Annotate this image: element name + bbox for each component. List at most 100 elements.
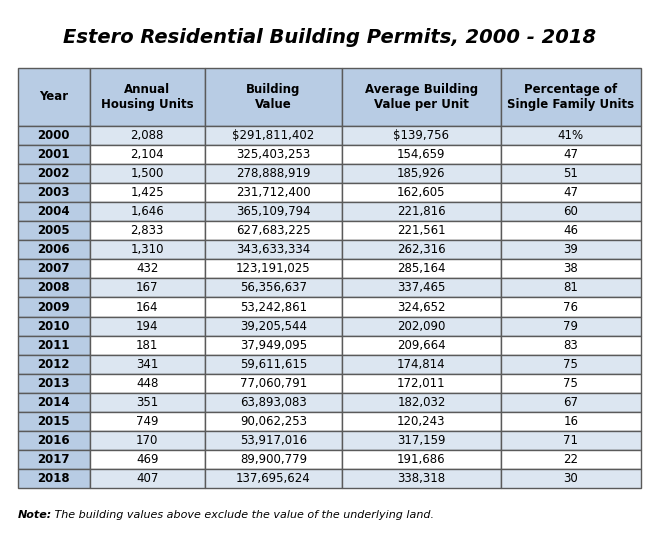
Bar	[342, 240, 501, 259]
Bar	[342, 126, 501, 145]
Bar	[205, 164, 342, 183]
Bar	[90, 393, 205, 412]
Text: 2000: 2000	[38, 129, 70, 142]
Bar	[205, 279, 342, 298]
Text: The building values above exclude the value of the underlying land.: The building values above exclude the va…	[51, 510, 434, 520]
Text: 2002: 2002	[38, 167, 70, 180]
Bar	[501, 202, 641, 221]
Text: 448: 448	[136, 377, 158, 390]
Text: 137,695,624: 137,695,624	[236, 472, 311, 485]
Text: 317,159: 317,159	[397, 434, 445, 447]
Bar	[90, 259, 205, 279]
Text: 2,833: 2,833	[130, 224, 164, 237]
Bar	[90, 202, 205, 221]
Bar	[18, 355, 90, 374]
Text: 2008: 2008	[38, 281, 70, 294]
Bar	[18, 202, 90, 221]
Bar	[501, 450, 641, 469]
Bar	[18, 374, 90, 393]
Bar	[205, 469, 342, 488]
Text: Building
Value: Building Value	[246, 83, 301, 111]
Bar	[90, 279, 205, 298]
Text: 81: 81	[563, 281, 579, 294]
Bar	[501, 431, 641, 450]
Bar	[501, 393, 641, 412]
Bar	[205, 431, 342, 450]
Text: 343,633,334: 343,633,334	[237, 243, 310, 256]
Text: 1,310: 1,310	[130, 243, 164, 256]
Bar	[18, 259, 90, 279]
Text: 67: 67	[563, 396, 579, 409]
Bar	[90, 68, 205, 126]
Text: 749: 749	[136, 415, 159, 428]
Bar	[90, 431, 205, 450]
Bar	[18, 68, 90, 126]
Text: 39: 39	[563, 243, 579, 256]
Bar	[342, 164, 501, 183]
Text: 2,088: 2,088	[130, 129, 164, 142]
Text: 53,242,861: 53,242,861	[240, 301, 307, 314]
Text: 231,712,400: 231,712,400	[236, 186, 311, 199]
Text: 53,917,016: 53,917,016	[240, 434, 307, 447]
Text: 469: 469	[136, 453, 159, 466]
Text: 37,949,095: 37,949,095	[240, 338, 307, 352]
Text: 89,900,779: 89,900,779	[240, 453, 307, 466]
Bar	[90, 240, 205, 259]
Bar	[90, 126, 205, 145]
Text: 407: 407	[136, 472, 158, 485]
Text: 79: 79	[563, 320, 579, 332]
Text: Note:: Note:	[18, 510, 52, 520]
Bar	[18, 183, 90, 202]
Text: 2001: 2001	[38, 148, 70, 161]
Bar	[205, 374, 342, 393]
Text: 185,926: 185,926	[397, 167, 445, 180]
Bar	[501, 164, 641, 183]
Text: 325,403,253: 325,403,253	[237, 148, 310, 161]
Bar	[501, 412, 641, 431]
Bar	[501, 336, 641, 355]
Bar	[205, 221, 342, 240]
Bar	[501, 145, 641, 164]
Bar	[501, 316, 641, 336]
Bar	[501, 240, 641, 259]
Text: Average Building
Value per Unit: Average Building Value per Unit	[365, 83, 478, 111]
Text: 38: 38	[563, 263, 579, 275]
Text: Year: Year	[40, 90, 69, 103]
Text: 154,659: 154,659	[397, 148, 445, 161]
Text: 83: 83	[563, 338, 579, 352]
Bar	[18, 469, 90, 488]
Text: 90,062,253: 90,062,253	[240, 415, 307, 428]
Text: 77,060,791: 77,060,791	[240, 377, 307, 390]
Bar	[18, 145, 90, 164]
Text: 2009: 2009	[38, 301, 70, 314]
Text: 2004: 2004	[38, 205, 70, 218]
Text: 209,664: 209,664	[397, 338, 445, 352]
Bar	[90, 412, 205, 431]
Text: 2010: 2010	[38, 320, 70, 332]
Bar	[342, 374, 501, 393]
Text: 75: 75	[563, 358, 579, 371]
Bar	[18, 393, 90, 412]
Bar	[501, 469, 641, 488]
Bar	[205, 316, 342, 336]
Text: 2015: 2015	[38, 415, 70, 428]
Bar	[90, 298, 205, 316]
Text: 278,888,919: 278,888,919	[236, 167, 310, 180]
Bar	[342, 68, 501, 126]
Bar	[18, 316, 90, 336]
Text: 172,011: 172,011	[397, 377, 445, 390]
Text: 1,500: 1,500	[130, 167, 164, 180]
Bar	[342, 183, 501, 202]
Text: 194: 194	[136, 320, 159, 332]
Text: 120,243: 120,243	[397, 415, 445, 428]
Text: 202,090: 202,090	[397, 320, 445, 332]
Bar	[205, 145, 342, 164]
Text: 2013: 2013	[38, 377, 70, 390]
Text: 2012: 2012	[38, 358, 70, 371]
Bar	[205, 355, 342, 374]
Bar	[18, 240, 90, 259]
Text: 162,605: 162,605	[397, 186, 445, 199]
Bar	[342, 431, 501, 450]
Bar	[342, 316, 501, 336]
Text: 75: 75	[563, 377, 579, 390]
